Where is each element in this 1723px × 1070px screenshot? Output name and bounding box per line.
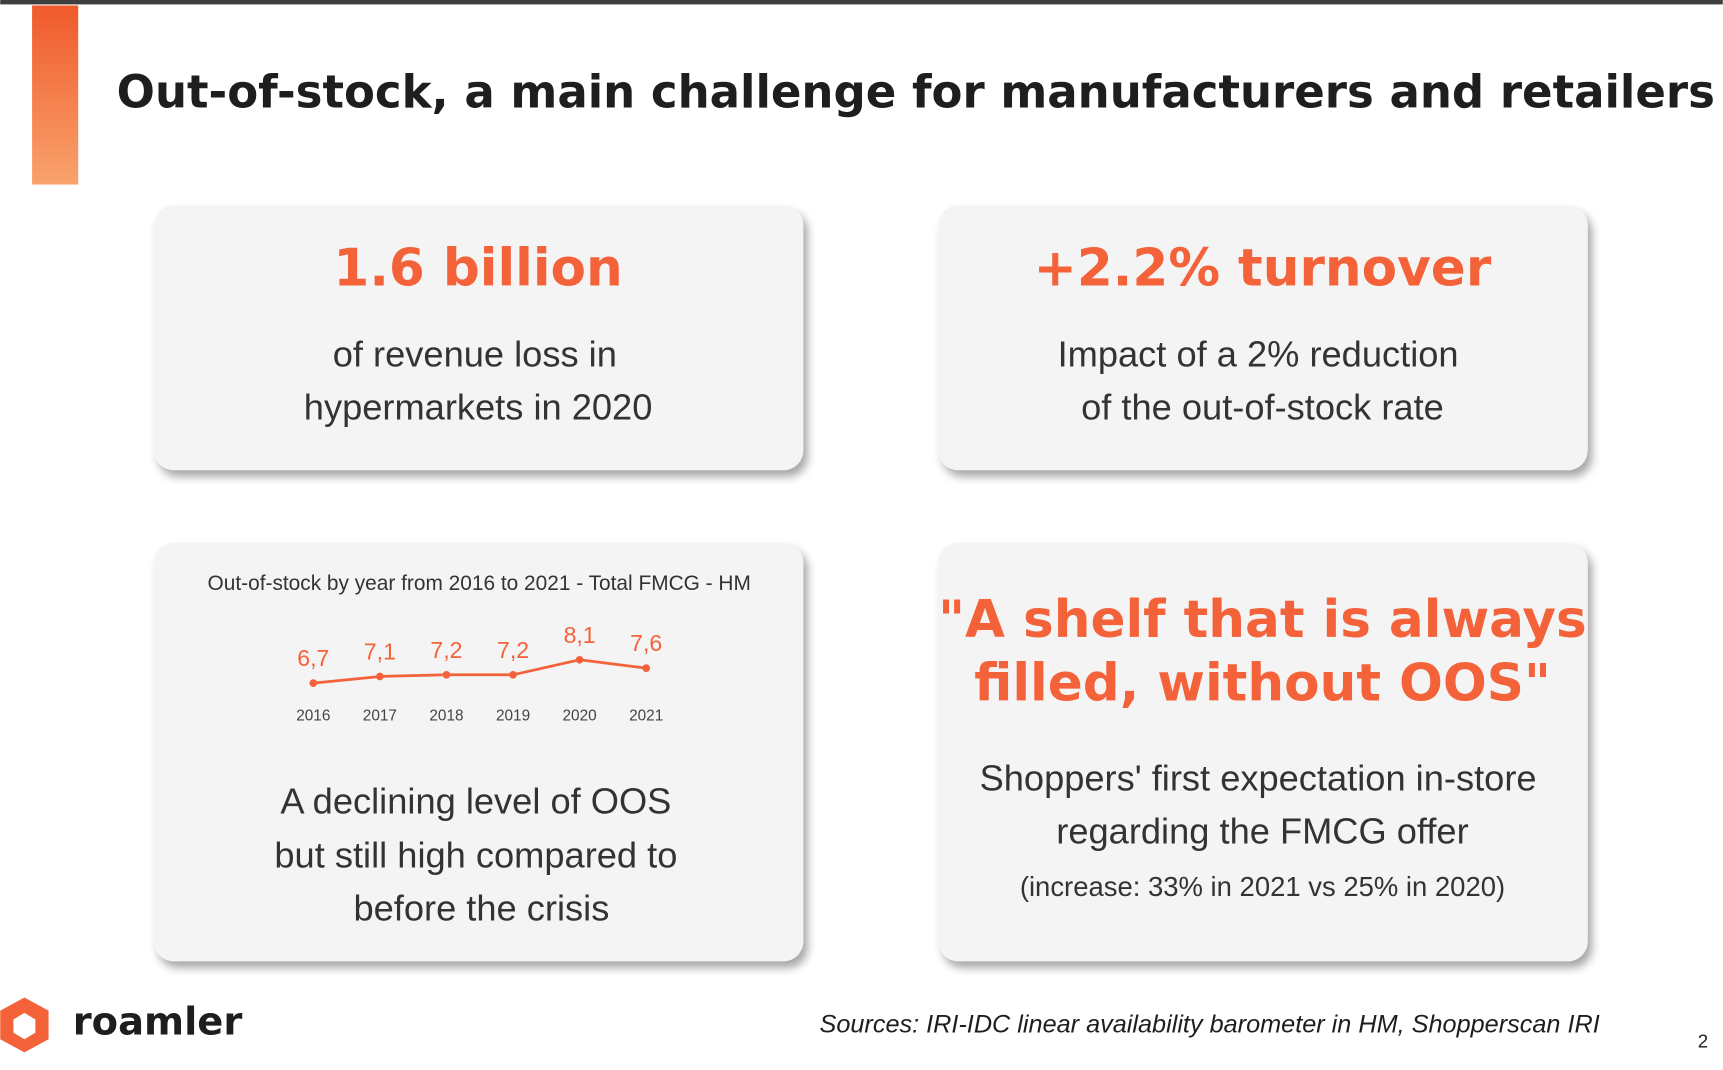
sources: Sources: IRI-IDC linear availability bar… [819, 1011, 1599, 1039]
card-text: A declining level of OOS [280, 781, 671, 822]
x-tick-label: 2019 [496, 707, 530, 724]
value-label: 7,1 [364, 638, 396, 664]
point [442, 670, 451, 679]
point [376, 672, 384, 681]
logo-text: roamler [73, 999, 243, 1044]
card-note: (increase: 33% in 2021 vs 25% in 2020) [1020, 871, 1505, 902]
x-tick-label: 2021 [629, 707, 663, 724]
card-text: hypermarkets in 2020 [304, 386, 653, 427]
card-text: Impact of a 2% reduction [1058, 334, 1459, 375]
card [154, 205, 804, 471]
card [938, 205, 1588, 471]
series-line [313, 658, 647, 685]
accent-bar [32, 5, 79, 185]
x-tick-label: 2016 [296, 707, 330, 724]
quote: filled, without OOS" [974, 654, 1551, 714]
chart-title: Out-of-stock by year from 2016 to 2021 -… [208, 572, 751, 595]
x-tick-label: 2017 [363, 707, 397, 724]
card-text: Shoppers' first expectation in-store [980, 758, 1537, 799]
value-label: 7,2 [497, 637, 529, 663]
logo-icon [0, 997, 49, 1053]
point [309, 679, 318, 687]
x-tick-label: 2018 [429, 707, 463, 724]
page-number: 2 [1698, 1030, 1708, 1051]
card-text: but still high compared to [274, 835, 677, 876]
card [154, 542, 804, 962]
value-label: 7,2 [430, 637, 462, 663]
quote: "A shelf that is always [938, 590, 1587, 650]
value-label: 8,1 [564, 622, 596, 648]
point [575, 655, 584, 664]
headline: 1.6 billion [333, 238, 622, 298]
slide-title: Out-of-stock, a main challenge for manuf… [117, 66, 1715, 119]
card-text: before the crisis [353, 887, 609, 928]
card-text: regarding the FMCG offer [1056, 810, 1468, 851]
value-label: 7,6 [630, 630, 662, 656]
mini-chart: 6,7 2016 7,1 2017 7,2 2018 7,2 2019 8,1 2020 7,6 20… [296, 622, 663, 724]
point [642, 664, 651, 672]
top-border [0, 0, 1723, 5]
x-tick-label: 2020 [563, 707, 597, 724]
value-label: 6,7 [297, 645, 329, 671]
card-text: of revenue loss in [333, 334, 617, 375]
point [509, 670, 517, 679]
card [938, 542, 1588, 962]
headline: +2.2% turnover [1034, 238, 1492, 298]
card-text: of the out-of-stock rate [1081, 386, 1444, 427]
cards [154, 205, 1588, 962]
